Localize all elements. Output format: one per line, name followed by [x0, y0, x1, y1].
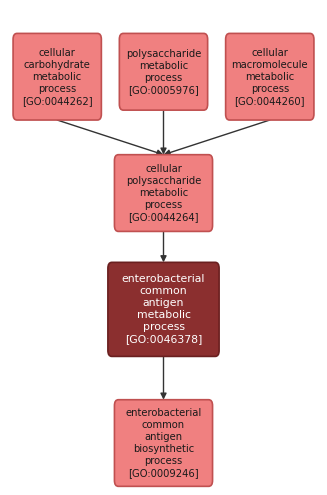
Text: cellular
polysaccharide
metabolic
process
[GO:0044264]: cellular polysaccharide metabolic proces…	[126, 164, 201, 222]
Text: polysaccharide
metabolic
process
[GO:0005976]: polysaccharide metabolic process [GO:000…	[126, 49, 201, 95]
Text: cellular
carbohydrate
metabolic
process
[GO:0044262]: cellular carbohydrate metabolic process …	[22, 48, 93, 106]
FancyBboxPatch shape	[114, 400, 213, 486]
Text: enterobacterial
common
antigen
biosynthetic
process
[GO:0009246]: enterobacterial common antigen biosynthe…	[125, 408, 202, 478]
FancyBboxPatch shape	[114, 154, 213, 232]
FancyBboxPatch shape	[13, 34, 101, 120]
FancyBboxPatch shape	[226, 34, 314, 120]
Text: enterobacterial
common
antigen
metabolic
process
[GO:0046378]: enterobacterial common antigen metabolic…	[122, 274, 205, 345]
Text: cellular
macromolecule
metabolic
process
[GO:0044260]: cellular macromolecule metabolic process…	[232, 48, 308, 106]
FancyBboxPatch shape	[108, 262, 219, 356]
FancyBboxPatch shape	[119, 34, 208, 110]
